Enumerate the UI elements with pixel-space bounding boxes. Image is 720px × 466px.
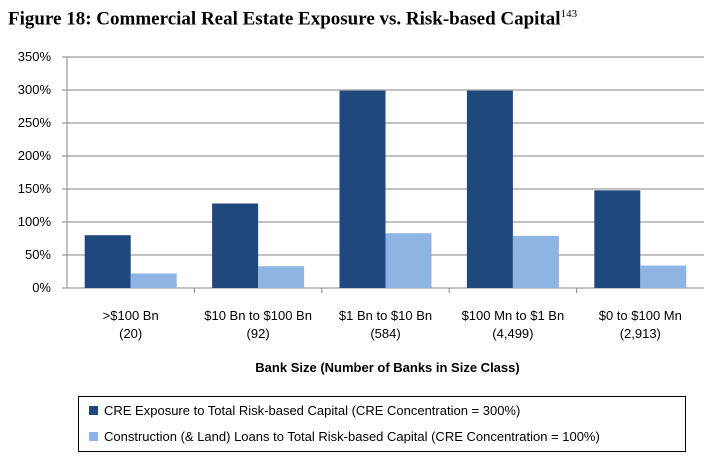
legend-label-series-1: CRE Exposure to Total Risk-based Capital… xyxy=(104,403,521,418)
bar-series-1-cat-3 xyxy=(339,90,386,288)
x-tick-label: $1 Bn to $10 Bn xyxy=(339,308,432,323)
bar-series-1-cat-2 xyxy=(212,203,259,288)
y-tick-label: 200% xyxy=(18,148,52,163)
x-tick-label: (2,913) xyxy=(620,326,661,341)
legend-swatch-series-1 xyxy=(89,406,98,415)
y-tick-label: 50% xyxy=(25,247,51,262)
figure-title-text: Figure 18: Commercial Real Estate Exposu… xyxy=(8,8,561,30)
bar-series-2-cat-4 xyxy=(512,235,559,288)
footnote-marker: 143 xyxy=(560,8,578,20)
bar-series-1-cat-4 xyxy=(466,90,513,288)
x-tick-label: (20) xyxy=(119,326,142,341)
y-tick-label: 250% xyxy=(18,115,52,130)
y-tick-label: 350% xyxy=(18,49,52,64)
legend-swatch-series-2 xyxy=(89,432,98,441)
x-axis-title: Bank Size (Number of Banks in Size Class… xyxy=(255,360,519,375)
legend-entry-series-2: Construction (& Land) Loans to Total Ris… xyxy=(89,429,600,444)
bar-series-1-cat-5 xyxy=(594,190,641,288)
legend-label-series-2: Construction (& Land) Loans to Total Ris… xyxy=(104,429,600,444)
bar-series-1-cat-1 xyxy=(84,235,131,288)
y-tick-label: 0% xyxy=(32,280,51,295)
chart-legend: CRE Exposure to Total Risk-based Capital… xyxy=(78,396,686,452)
y-tick-label: 300% xyxy=(18,82,52,97)
bar-series-2-cat-5 xyxy=(640,265,687,288)
x-tick-label: >$100 Bn xyxy=(103,308,159,323)
x-tick-label: $10 Bn to $100 Bn xyxy=(204,308,312,323)
y-tick-label: 100% xyxy=(18,214,52,229)
legend-entry-series-1: CRE Exposure to Total Risk-based Capital… xyxy=(89,403,520,418)
y-tick-label: 150% xyxy=(18,181,52,196)
x-tick-label: $0 to $100 Mn xyxy=(599,308,682,323)
x-tick-label: (4,499) xyxy=(492,326,533,341)
x-tick-label: (92) xyxy=(247,326,270,341)
x-tick-label: $100 Mn to $1 Bn xyxy=(462,308,565,323)
bar-series-2-cat-1 xyxy=(130,273,177,288)
bar-series-2-cat-2 xyxy=(258,266,305,288)
bar-series-2-cat-3 xyxy=(385,233,432,288)
figure-title: Figure 18: Commercial Real Estate Exposu… xyxy=(8,8,577,30)
x-tick-label: (584) xyxy=(370,326,400,341)
